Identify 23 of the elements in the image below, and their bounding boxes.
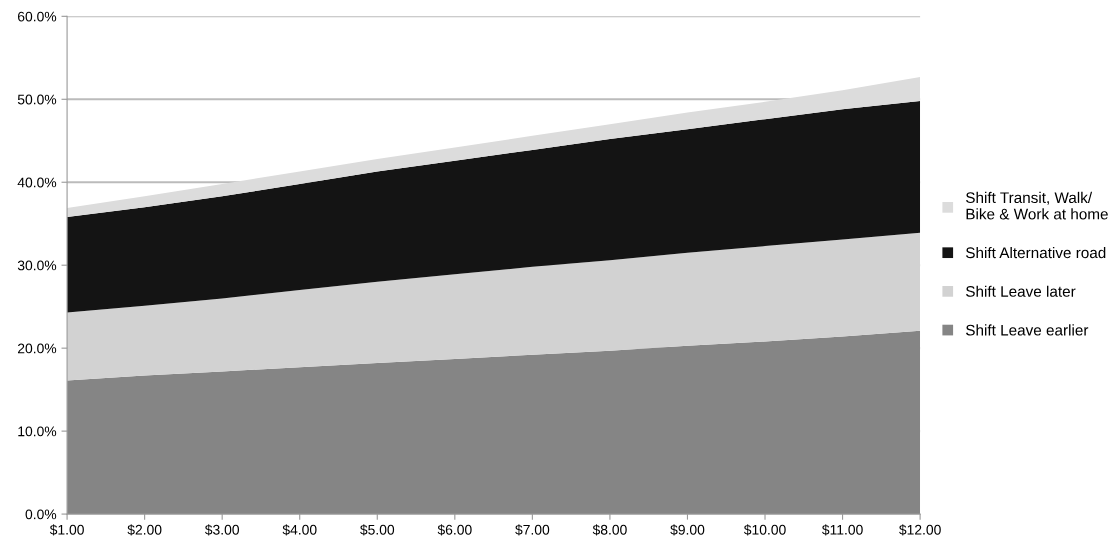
legend-label: Shift Leave later [966,285,1076,297]
y-tick-label: 0.0% [25,509,57,520]
x-tick-label: $6.00 [437,524,472,536]
x-tick-label: $7.00 [515,524,550,536]
legend-label: Shift Alternative road [966,246,1106,259]
y-tick-label: 30.0% [17,260,57,271]
x-tick-label: $2.00 [127,524,162,536]
y-tick-label: 10.0% [18,426,57,437]
x-tick-label: $12.00 [899,524,941,536]
y-tick-label: 50.0% [17,94,57,105]
x-tick-label: $5.00 [360,524,395,536]
legend-label: Shift Transit, Walk/ Bike & Work at home [966,191,1108,220]
x-tick-label: $10.00 [743,524,786,536]
x-tick-label: $8.00 [592,524,627,536]
y-tick-label: 60.0% [17,11,57,22]
x-tick-label: $1.00 [49,524,84,536]
legend-label: Shift Leave earlier [966,324,1089,336]
x-tick-label: $11.00 [821,524,863,536]
y-tick-label: 40.0% [17,177,57,188]
y-tick-label: 20.0% [17,343,57,354]
x-tick-label: $9.00 [670,524,705,536]
x-tick-label: $3.00 [204,524,240,536]
x-tick-label: $4.00 [282,524,317,536]
